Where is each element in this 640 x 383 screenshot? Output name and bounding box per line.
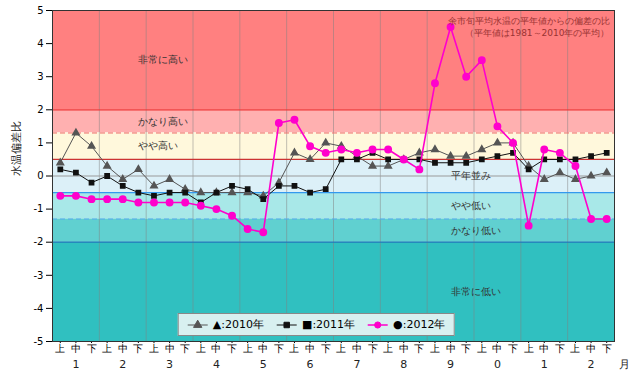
svg-text:2: 2 [119,358,126,371]
html-text:■:2011年: ■:2011年 [302,318,356,331]
svg-text:8: 8 [400,358,407,371]
svg-text:7: 7 [353,358,360,371]
svg-text:中: 中 [118,343,128,354]
svg-text:3: 3 [166,358,173,371]
svg-text:月: 月 [619,358,630,371]
svg-text:中: 中 [352,343,362,354]
svg-text:中: 中 [586,343,596,354]
svg-text:下: 下 [87,343,97,354]
svg-text:上: 上 [196,343,206,354]
svg-text:中: 中 [539,343,549,354]
svg-text:-1: -1 [34,203,44,214]
svg-text:中: 中 [211,343,221,354]
svg-text:水温偏差比: 水温偏差比 [10,121,23,176]
svg-text:0: 0 [37,170,43,181]
svg-text:上: 上 [336,343,346,354]
svg-text:-3: -3 [34,270,44,281]
svg-text:1: 1 [72,358,79,371]
svg-text:上: 上 [102,343,112,354]
svg-text:やや高い: やや高い [138,140,178,151]
svg-text:下: 下 [602,343,612,354]
svg-text:4: 4 [37,38,43,49]
svg-text:下: 下 [368,343,378,354]
svg-text:上: 上 [570,343,580,354]
svg-text:-5: -5 [34,336,44,347]
svg-text:中: 中 [492,343,502,354]
svg-text:上: 上 [149,343,159,354]
svg-text:中: 中 [71,343,81,354]
svg-text:上: 上 [477,343,487,354]
svg-text:上: 上 [289,343,299,354]
svg-text:3: 3 [37,71,43,82]
svg-text:下: 下 [555,343,565,354]
svg-text:中: 中 [305,343,315,354]
html-text:●:2012年: ●:2012年 [393,318,446,331]
svg-text:下: 下 [180,343,190,354]
svg-text:上: 上 [243,343,253,354]
svg-text:5: 5 [260,358,267,371]
svg-text:下: 下 [461,343,471,354]
svg-text:やや低い: やや低い [451,200,491,211]
svg-text:2: 2 [37,104,43,115]
svg-text:5: 5 [37,5,43,16]
svg-text:中: 中 [165,343,175,354]
svg-text:余市旬平均水温の平年値からの偏差の比（平年値は1981～20: 余市旬平均水温の平年値からの偏差の比（平年値は1981～2010年の平均） [448,16,610,38]
svg-text:上: 上 [55,343,65,354]
svg-text:4: 4 [213,358,220,371]
svg-text:下: 下 [508,343,518,354]
svg-text:中: 中 [446,343,456,354]
svg-text:9: 9 [447,358,454,371]
svg-text:下: 下 [133,343,143,354]
svg-text:かなり高い: かなり高い [138,116,188,127]
svg-text:上: 上 [383,343,393,354]
svg-text:下: 下 [414,343,424,354]
svg-text:中: 中 [399,343,409,354]
svg-text:平年並み: 平年並み [451,170,491,181]
html-text:▲:2010年: ▲:2010年 [212,318,264,331]
svg-text:6: 6 [307,358,314,371]
svg-text:上: 上 [430,343,440,354]
svg-text:-2: -2 [34,236,44,247]
svg-text:上: 上 [524,343,534,354]
svg-text:非常に高い: 非常に高い [138,54,188,65]
svg-text:下: 下 [321,343,331,354]
svg-text:下: 下 [274,343,284,354]
svg-text:中: 中 [258,343,268,354]
svg-text:下: 下 [227,343,237,354]
svg-text:1: 1 [541,358,548,371]
svg-text:非常に低い: 非常に低い [451,286,501,297]
svg-text:-4: -4 [34,303,44,314]
svg-text:0: 0 [494,358,501,371]
svg-text:2: 2 [588,358,595,371]
svg-text:かなり低い: かなり低い [451,225,501,236]
svg-text:1: 1 [37,137,43,148]
